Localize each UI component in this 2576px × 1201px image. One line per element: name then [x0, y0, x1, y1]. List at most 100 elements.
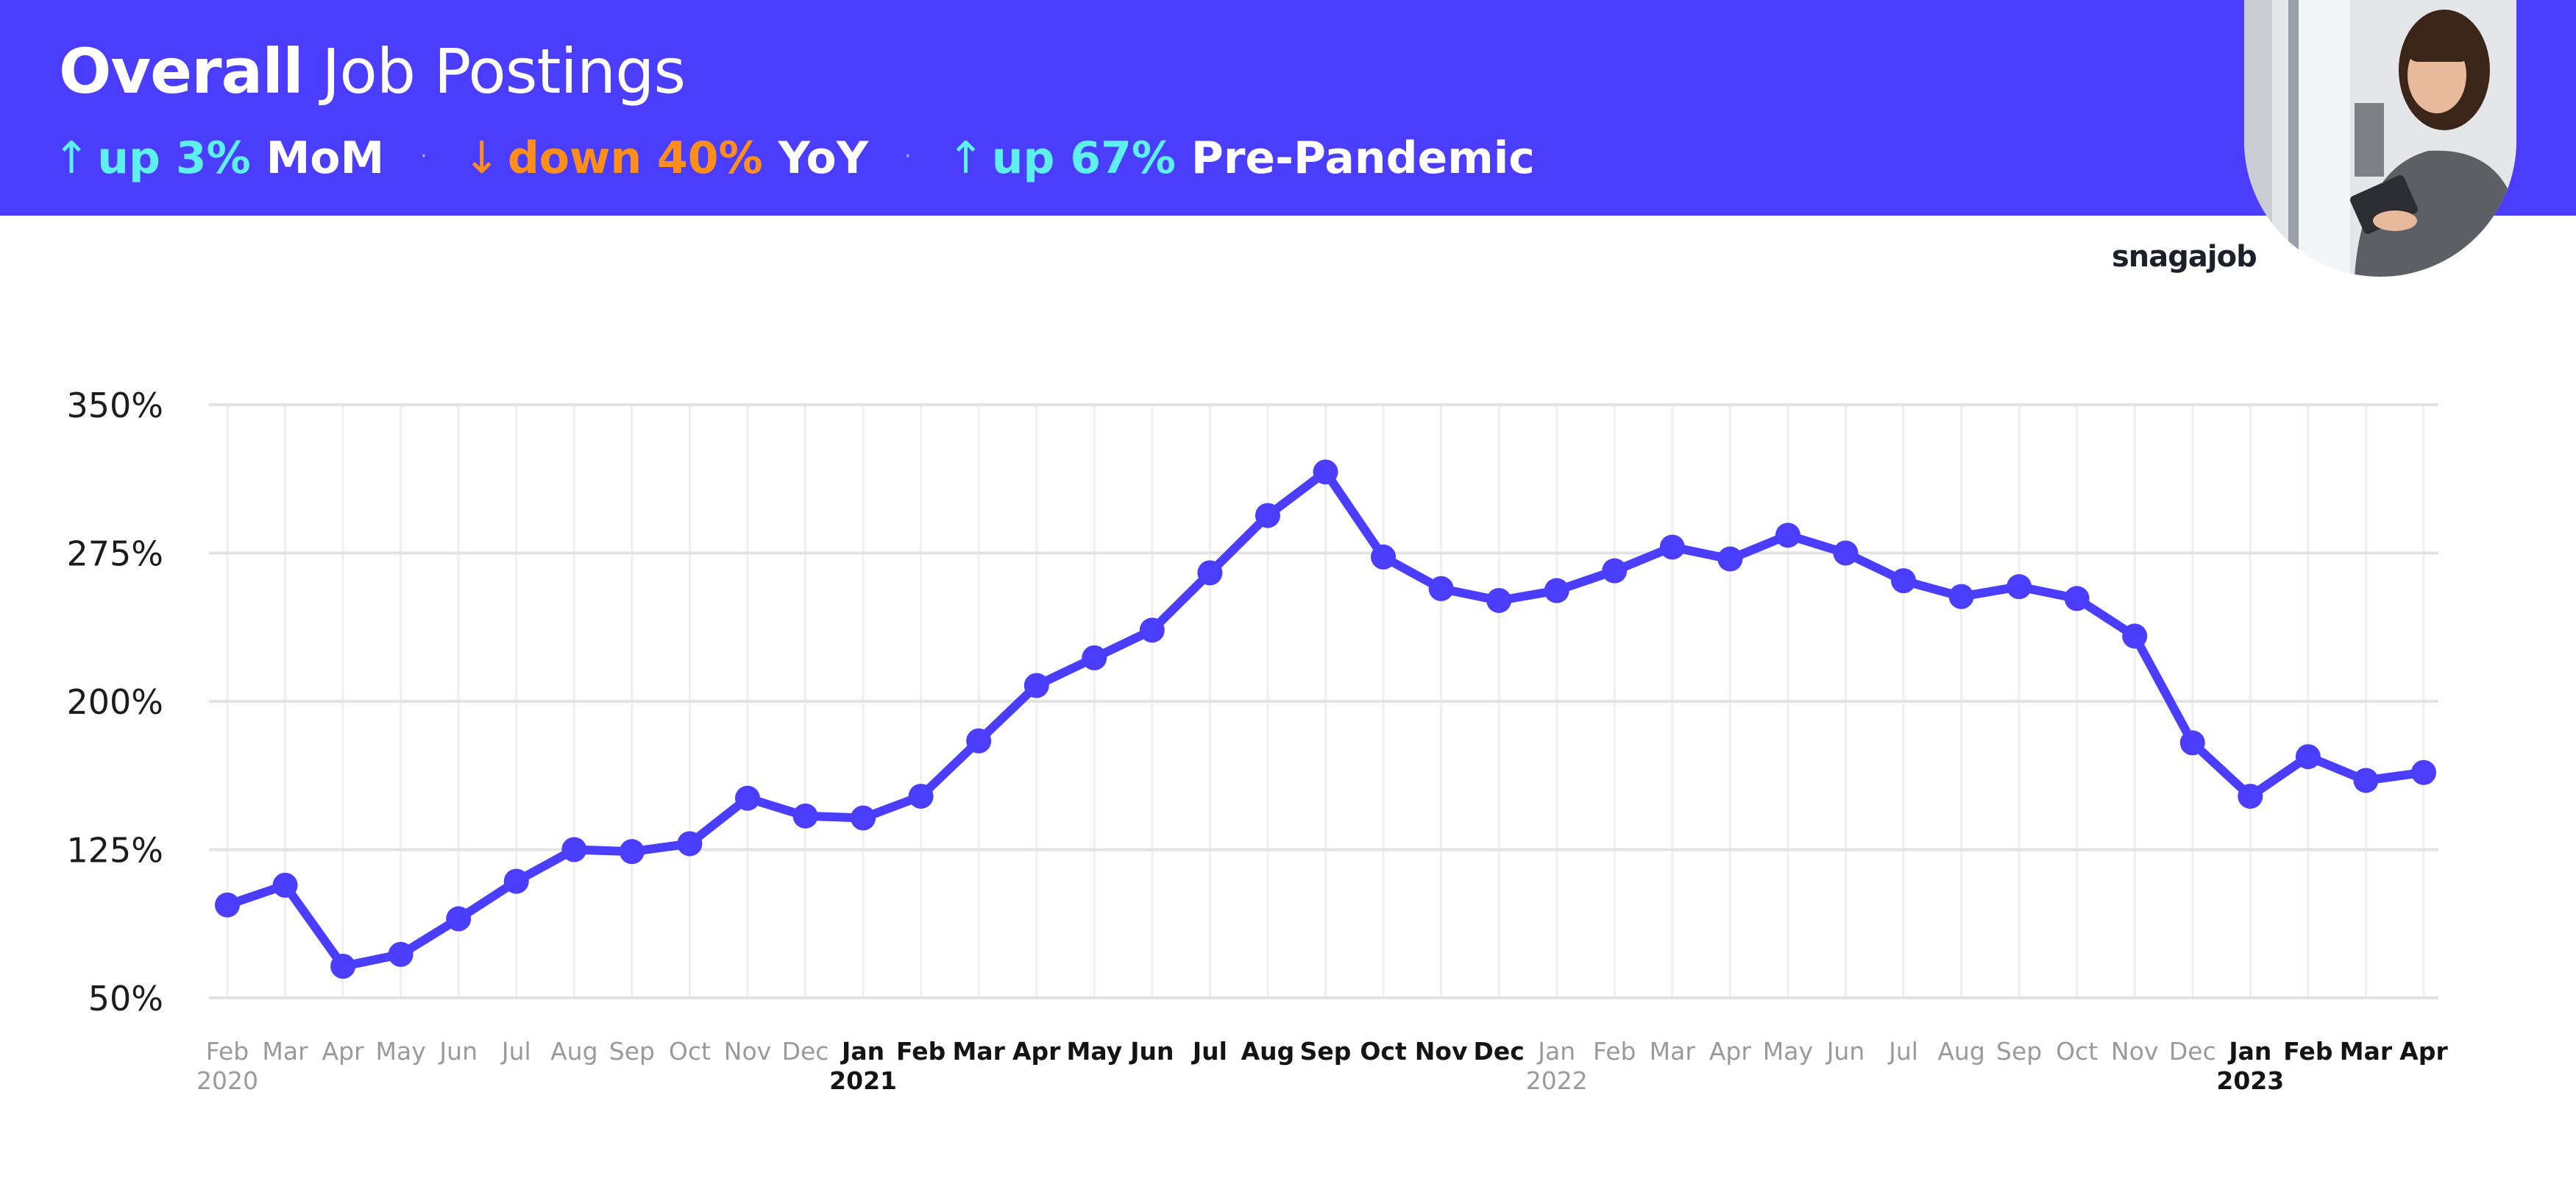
data-point [1717, 546, 1743, 572]
data-point [2353, 768, 2379, 793]
arrow-up-icon: ↑ [947, 132, 984, 185]
x-year-label: 2023 [2216, 1066, 2284, 1095]
data-point [619, 839, 645, 865]
x-tick-label: Jun [1129, 1037, 1174, 1066]
data-point [1139, 617, 1165, 643]
data-point [2064, 586, 2090, 612]
x-tick-label: Jun [1825, 1037, 1865, 1066]
x-tick-label: Dec [782, 1037, 829, 1066]
stat-prepandemic-label: Pre-Pandemic [1191, 132, 1535, 185]
x-tick-label: Oct [2056, 1037, 2098, 1066]
stat-separator: · [420, 144, 427, 170]
x-tick-label: Sep [1996, 1037, 2042, 1066]
data-point [1197, 560, 1223, 586]
x-tick-label: Feb [896, 1037, 945, 1066]
data-point [1255, 503, 1280, 528]
x-tick-label: Nov [2111, 1037, 2158, 1066]
stat-yoy-label: YoY [778, 132, 869, 185]
y-tick-label: 200% [66, 682, 163, 722]
title-bold: Overall [59, 35, 304, 107]
x-year-label: 2020 [196, 1066, 258, 1095]
x-tick-label: Mar [2340, 1037, 2393, 1066]
data-point [851, 805, 876, 831]
data-point [1659, 534, 1685, 560]
x-tick-label: May [376, 1037, 426, 1066]
data-point [734, 785, 760, 811]
x-tick-label: Feb [1593, 1037, 1636, 1066]
title-light: Job Postings [322, 35, 686, 107]
data-point [272, 872, 298, 898]
x-tick-label: Apr [1709, 1037, 1752, 1066]
y-tick-label: 275% [66, 534, 163, 574]
stat-prepandemic-value: up 67% [991, 132, 1176, 185]
data-point [2411, 759, 2436, 785]
data-point [2295, 744, 2321, 770]
stat-prepandemic: ↑ up 67% Pre-Pandemic [948, 123, 1535, 191]
data-point [446, 906, 472, 932]
data-point [1023, 673, 1049, 698]
x-tick-label: Jan [2227, 1037, 2271, 1066]
y-tick-label: 50% [88, 979, 163, 1018]
data-point [1948, 584, 1974, 609]
x-year-label: 2021 [829, 1066, 897, 1095]
data-point [2006, 574, 2032, 600]
stat-mom-value: up 3% [97, 132, 251, 185]
y-tick-label: 350% [66, 386, 163, 425]
x-tick-label: Jul [1887, 1037, 1918, 1066]
data-point [966, 728, 992, 754]
stat-mom-label: MoM [266, 132, 385, 185]
x-tick-label: Sep [609, 1037, 655, 1066]
x-tick-label: May [1066, 1037, 1122, 1066]
stat-separator: · [904, 144, 912, 170]
x-tick-label: Sep [1300, 1037, 1352, 1066]
x-tick-label: Feb [206, 1037, 249, 1066]
x-tick-label: Jan [840, 1037, 884, 1066]
y-tick-label: 125% [66, 831, 163, 871]
arrow-down-icon: ↓ [463, 132, 500, 185]
data-point [503, 868, 529, 894]
x-tick-label: Feb [2283, 1037, 2332, 1066]
x-tick-label: Nov [1415, 1037, 1468, 1066]
x-tick-label: Nov [724, 1037, 771, 1066]
x-year-label: 2022 [1526, 1066, 1588, 1095]
arrow-up-icon: ↑ [53, 132, 91, 185]
x-tick-label: Dec [1473, 1037, 1524, 1066]
x-tick-label: Jul [1191, 1037, 1227, 1066]
x-tick-label: Aug [1241, 1037, 1295, 1066]
x-tick-label: Aug [1937, 1037, 1984, 1066]
x-tick-label: Jul [500, 1037, 531, 1066]
data-point [1544, 578, 1569, 603]
x-tick-label: Oct [669, 1037, 711, 1066]
data-point [388, 941, 414, 967]
data-point [330, 954, 356, 979]
x-tick-label: Apr [1012, 1037, 1061, 1066]
x-tick-label: Apr [322, 1037, 365, 1066]
x-tick-label: Jun [438, 1037, 478, 1066]
data-point [1602, 558, 1628, 584]
stat-yoy-value: down 40% [507, 132, 763, 185]
data-point [1891, 568, 1917, 594]
x-tick-label: Apr [2399, 1037, 2448, 1066]
x-tick-label: Aug [550, 1037, 597, 1066]
data-point [908, 783, 934, 809]
brand-logo: snagajob [2112, 240, 2257, 274]
x-tick-label: Jan [1536, 1037, 1575, 1066]
x-tick-label: Oct [1360, 1037, 1407, 1066]
x-tick-label: Mar [262, 1037, 308, 1066]
data-point [2238, 783, 2263, 809]
data-point [1313, 459, 1338, 485]
data-point [1775, 522, 1800, 548]
data-point [215, 892, 240, 918]
stat-mom: ↑ up 3% MoM [53, 123, 384, 191]
data-point [2179, 730, 2205, 756]
x-tick-label: Mar [1650, 1037, 1696, 1066]
data-point [2122, 623, 2148, 649]
x-tick-label: May [1763, 1037, 1813, 1066]
x-tick-label: Mar [952, 1037, 1005, 1066]
data-point [677, 831, 703, 857]
data-point [561, 837, 587, 862]
stats-row: ↑ up 3% MoM · ↓ down 40% YoY · ↑ up 67% Pre… [53, 121, 1535, 191]
data-point [1486, 587, 1512, 613]
data-point [792, 803, 818, 829]
data-point [1833, 540, 1859, 566]
